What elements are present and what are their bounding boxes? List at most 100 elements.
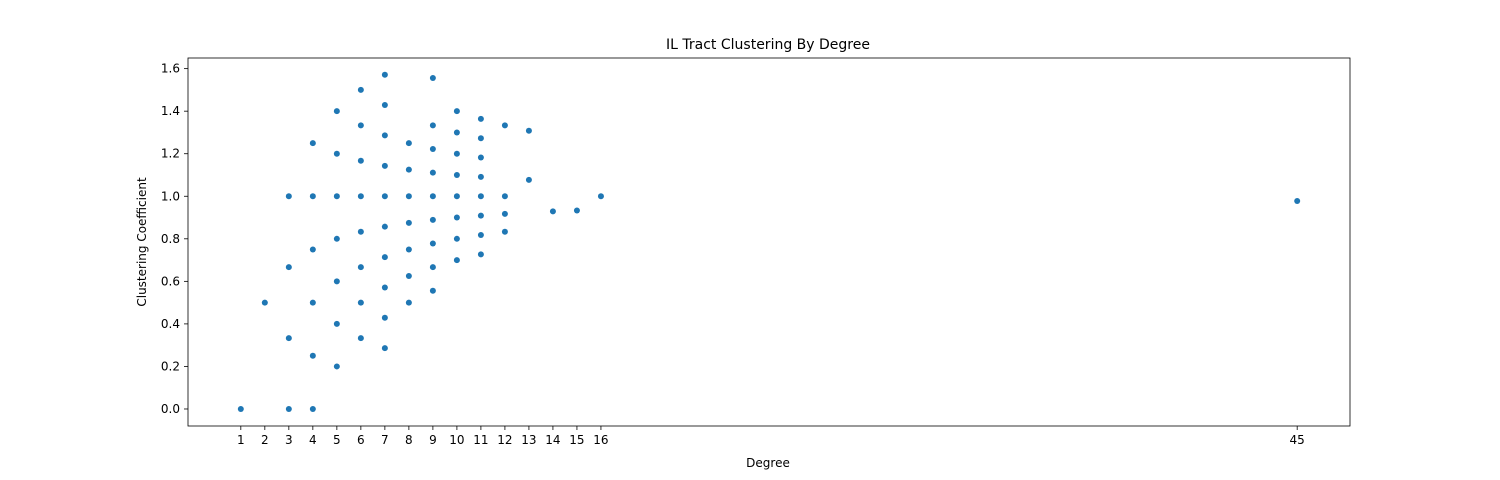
data-point bbox=[405, 299, 412, 306]
data-point bbox=[429, 193, 436, 200]
y-tick-label: 1.6 bbox=[161, 62, 180, 76]
data-point bbox=[453, 129, 460, 136]
data-point bbox=[333, 320, 340, 327]
data-point bbox=[429, 287, 436, 294]
data-point bbox=[525, 127, 532, 134]
data-point bbox=[381, 102, 388, 109]
x-tick-label: 12 bbox=[497, 433, 512, 447]
data-point bbox=[549, 208, 556, 215]
data-point bbox=[501, 210, 508, 217]
x-tick-label: 9 bbox=[429, 433, 437, 447]
x-tick-label: 10 bbox=[449, 433, 464, 447]
data-point bbox=[357, 335, 364, 342]
x-tick-label: 3 bbox=[285, 433, 293, 447]
y-axis-label: Clustering Coefficient bbox=[135, 177, 149, 307]
points-layer bbox=[237, 71, 1301, 412]
data-point bbox=[453, 235, 460, 242]
data-point bbox=[357, 86, 364, 93]
data-point bbox=[405, 193, 412, 200]
data-point bbox=[477, 212, 484, 219]
data-point bbox=[477, 231, 484, 238]
y-tick-label: 1.2 bbox=[161, 147, 180, 161]
data-point bbox=[381, 193, 388, 200]
x-tick-label: 7 bbox=[381, 433, 389, 447]
data-point bbox=[309, 299, 316, 306]
x-tick-label: 8 bbox=[405, 433, 413, 447]
data-point bbox=[477, 115, 484, 122]
x-tick-label: 4 bbox=[309, 433, 317, 447]
data-point bbox=[309, 193, 316, 200]
data-point bbox=[429, 169, 436, 176]
data-point bbox=[381, 162, 388, 169]
data-point bbox=[477, 251, 484, 258]
data-point bbox=[309, 246, 316, 253]
data-point bbox=[429, 122, 436, 129]
x-tick-label: 6 bbox=[357, 433, 365, 447]
data-point bbox=[237, 405, 244, 412]
data-point bbox=[357, 193, 364, 200]
data-point bbox=[381, 254, 388, 261]
data-point bbox=[381, 314, 388, 321]
y-tick-label: 0.2 bbox=[161, 359, 180, 373]
data-point bbox=[357, 122, 364, 129]
data-point bbox=[429, 216, 436, 223]
y-tick-label: 1.0 bbox=[161, 189, 180, 203]
data-point bbox=[525, 176, 532, 183]
y-tick-label: 0.4 bbox=[161, 317, 180, 331]
data-point bbox=[429, 240, 436, 247]
data-point bbox=[453, 193, 460, 200]
data-point bbox=[429, 146, 436, 153]
data-point bbox=[285, 335, 292, 342]
data-point bbox=[357, 299, 364, 306]
x-tick-label: 45 bbox=[1290, 433, 1305, 447]
data-point bbox=[285, 264, 292, 271]
x-tick-label: 2 bbox=[261, 433, 269, 447]
data-point bbox=[429, 264, 436, 271]
chart-title: IL Tract Clustering By Degree bbox=[666, 37, 870, 53]
data-point bbox=[1294, 197, 1301, 204]
x-tick-label: 5 bbox=[333, 433, 341, 447]
data-point bbox=[501, 122, 508, 129]
data-point bbox=[309, 352, 316, 359]
data-point bbox=[381, 345, 388, 352]
data-point bbox=[597, 193, 604, 200]
y-tick-label: 0.6 bbox=[161, 274, 180, 288]
data-point bbox=[381, 132, 388, 139]
data-point bbox=[333, 108, 340, 115]
x-tick-label: 1 bbox=[237, 433, 245, 447]
y-tick-label: 0.0 bbox=[161, 402, 180, 416]
x-axis-ticks: 1 2 3 4 5 6 7 8 9 10 11 12 13 14 15 16 45 bbox=[237, 426, 1305, 447]
data-point bbox=[333, 278, 340, 285]
data-point bbox=[357, 228, 364, 235]
data-point bbox=[333, 235, 340, 242]
data-point bbox=[357, 264, 364, 271]
data-point bbox=[477, 173, 484, 180]
data-point bbox=[453, 214, 460, 221]
data-point bbox=[501, 193, 508, 200]
data-point bbox=[381, 223, 388, 230]
data-point bbox=[477, 154, 484, 161]
data-point bbox=[285, 405, 292, 412]
data-point bbox=[357, 157, 364, 164]
x-axis-label: Degree bbox=[746, 456, 790, 470]
data-point bbox=[309, 405, 316, 412]
y-axis-ticks: 0.0 0.2 0.4 0.6 0.8 1.0 1.2 1.4 1.6 bbox=[161, 62, 188, 416]
x-tick-label: 11 bbox=[473, 433, 488, 447]
data-point bbox=[453, 150, 460, 157]
data-point bbox=[477, 193, 484, 200]
x-tick-label: 13 bbox=[521, 433, 536, 447]
data-point bbox=[309, 140, 316, 147]
data-point bbox=[333, 363, 340, 370]
data-point bbox=[381, 284, 388, 291]
data-point bbox=[333, 150, 340, 157]
data-point bbox=[453, 257, 460, 264]
data-point bbox=[501, 228, 508, 235]
data-point bbox=[285, 193, 292, 200]
y-tick-label: 1.4 bbox=[161, 104, 180, 118]
plot-area-frame bbox=[187, 57, 1351, 427]
data-point bbox=[573, 207, 580, 214]
x-tick-label: 16 bbox=[593, 433, 608, 447]
data-point bbox=[381, 71, 388, 78]
